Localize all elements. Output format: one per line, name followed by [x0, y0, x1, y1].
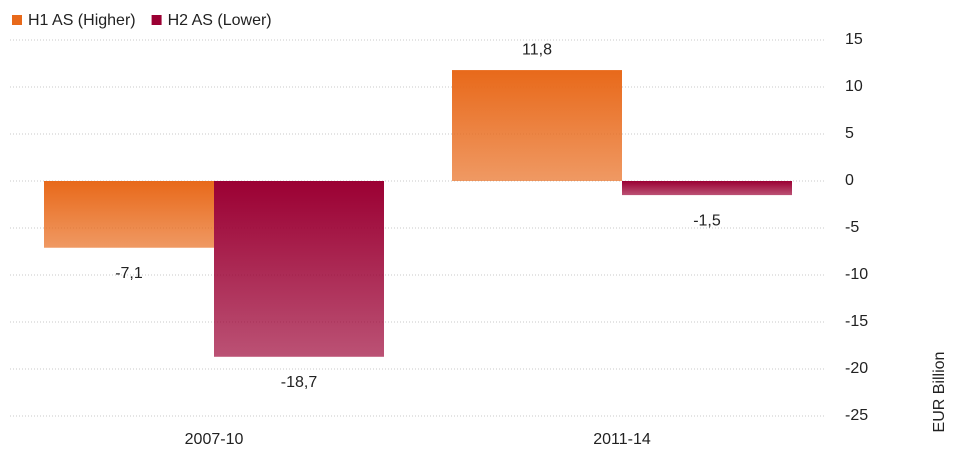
y-tick-label: 10: [845, 78, 863, 95]
y-axis-title: EUR Billion: [931, 352, 948, 433]
legend-swatch: [12, 15, 22, 25]
y-tick-label: -25: [845, 407, 868, 424]
bar: [44, 181, 214, 248]
data-label: -1,5: [693, 212, 721, 229]
legend-label: H1 AS (Higher): [28, 12, 136, 29]
legend-label: H2 AS (Lower): [168, 12, 272, 29]
y-tick-label: -20: [845, 360, 868, 377]
data-label: 11,8: [522, 41, 552, 58]
y-tick-label: -10: [845, 266, 868, 283]
legend-swatch: [151, 15, 162, 25]
data-label: -18,7: [281, 374, 318, 391]
y-tick-label: 15: [845, 31, 863, 48]
y-tick-label: -5: [845, 219, 859, 236]
bar: [214, 181, 384, 357]
x-tick-label: 2011-14: [593, 431, 651, 448]
y-tick-label: 0: [845, 172, 854, 189]
data-label: -7,1: [115, 265, 143, 282]
bar: [452, 70, 622, 181]
y-tick-label: 5: [845, 125, 854, 142]
y-tick-label: -15: [845, 313, 868, 330]
bar: [622, 181, 792, 196]
x-tick-label: 2007-10: [185, 431, 244, 448]
